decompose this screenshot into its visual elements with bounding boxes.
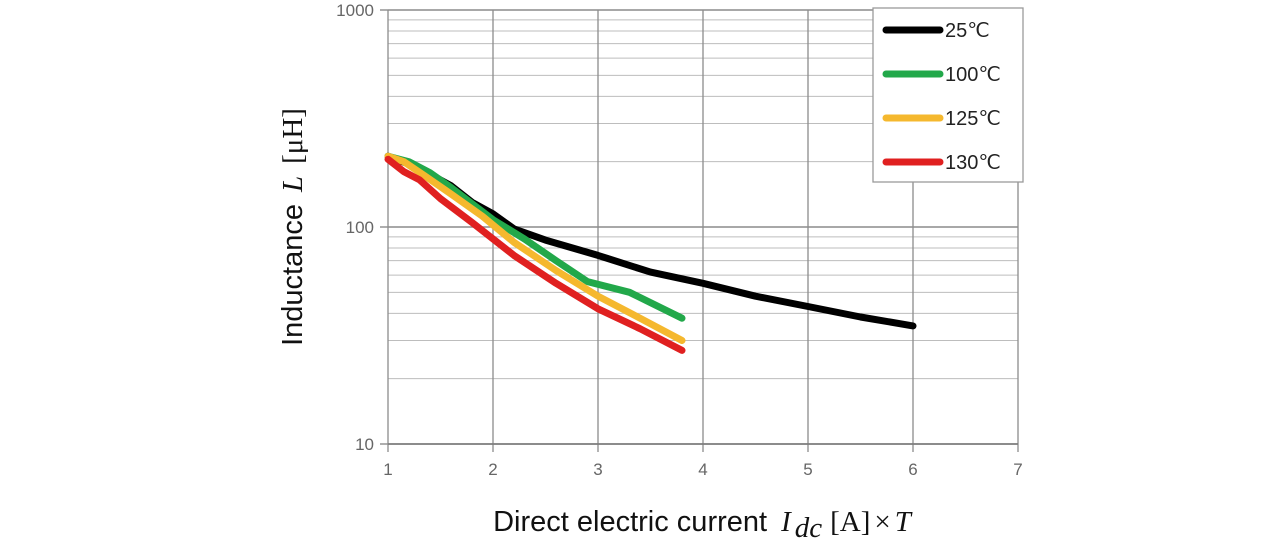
- x-axis-variable: I: [780, 506, 792, 538]
- x-tick-label: 6: [908, 460, 917, 479]
- y-axis-label-text: Inductance: [277, 204, 309, 346]
- x-axis-title: Direct electric current I dc [A] × T: [493, 506, 913, 544]
- x-tick-label: 7: [1013, 460, 1022, 479]
- series-lines: [384, 152, 917, 354]
- legend-label-1: 100℃: [945, 64, 1001, 86]
- legend-box: [872, 7, 1024, 183]
- x-axis-label-text: Direct electric current: [493, 506, 767, 538]
- y-axis-variable: L: [277, 176, 309, 193]
- x-tick-label: 3: [593, 460, 602, 479]
- svg-text:Inductance L [μH]: Inductance L [μH]: [277, 108, 309, 346]
- series-line-3: [384, 155, 686, 354]
- x-axis-factor: T: [895, 506, 913, 538]
- y-axis-unit: [μH]: [277, 108, 309, 164]
- x-axis-unit: [A]: [830, 506, 870, 538]
- legend: 25℃ 100℃ 125℃ 130℃: [872, 7, 1024, 183]
- y-tick-label: 1000: [336, 1, 374, 20]
- x-axis-subscript: dc: [795, 512, 823, 544]
- x-tick-label: 2: [488, 460, 497, 479]
- legend-label-3: 130℃: [945, 152, 1001, 174]
- x-tick-label: 5: [803, 460, 812, 479]
- series-line-1: [384, 152, 686, 322]
- y-tick-label: 100: [346, 218, 374, 237]
- y-axis-title: Inductance L [μH]: [277, 108, 309, 346]
- y-tick-label: 10: [355, 435, 374, 454]
- x-axis-operator: ×: [874, 506, 890, 538]
- x-tick-label: 1: [383, 460, 392, 479]
- legend-label-2: 125℃: [945, 108, 1001, 130]
- x-tick-label: 4: [698, 460, 707, 479]
- svg-text:Direct electric current: Direct electric current I dc [A] × T: [493, 506, 913, 544]
- tick-labels: 1 2 3 4 5 6 7 10 100 1000: [336, 1, 1023, 479]
- series-line-2: [384, 152, 686, 344]
- legend-label-0: 25℃: [945, 20, 990, 42]
